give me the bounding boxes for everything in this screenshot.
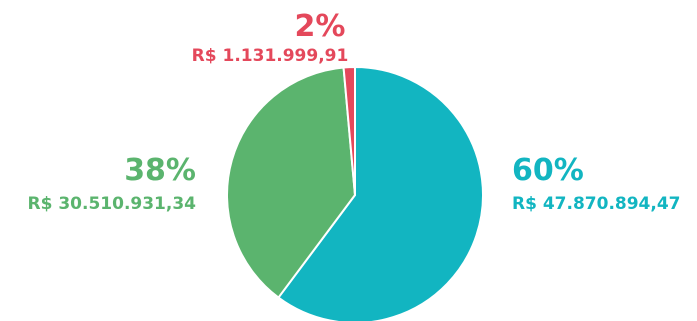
- slice-percent-label-0: 60%: [512, 153, 584, 188]
- pie-slice-0: [277, 66, 484, 321]
- slice-amount-label-1: R$ 30.510.931,34: [28, 194, 197, 214]
- pie-slice-1: [226, 66, 356, 299]
- slice-percent-label-2: 2%: [295, 9, 346, 44]
- pie-slice-2: [342, 65, 356, 196]
- pie-slices: [226, 65, 484, 321]
- slice-amount-label-0: R$ 47.870.894,47: [512, 194, 681, 214]
- slice-amount-label-2: R$ 1.131.999,91: [192, 46, 349, 66]
- slice-percent-label-1: 38%: [124, 153, 196, 188]
